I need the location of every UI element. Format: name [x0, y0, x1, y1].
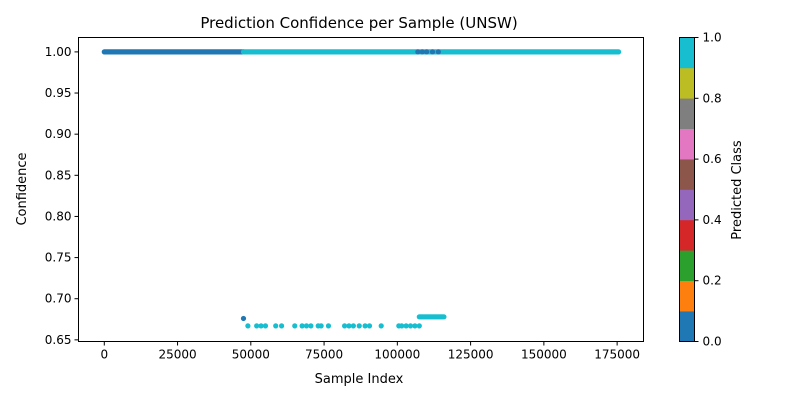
- plot-frame: [78, 37, 644, 342]
- colorbar-segment: [679, 219, 695, 251]
- scatter-point: [407, 323, 414, 329]
- scatter-point: [245, 323, 251, 329]
- colorbar-tick-label: 0.4: [703, 213, 722, 227]
- x-axis-label: Sample Index: [315, 372, 404, 387]
- scatter-band-class-0: [101, 49, 247, 55]
- colorbar-segment: [679, 311, 695, 342]
- y-tick-label: 0.95: [45, 86, 72, 100]
- y-tick-label: 0.80: [45, 209, 72, 223]
- scatter-point: [278, 323, 285, 329]
- x-tick-label: 100000: [374, 348, 420, 362]
- scatter-point: [258, 323, 264, 329]
- scatter-point: [399, 323, 405, 329]
- scatter-point: [378, 323, 384, 329]
- x-tick-label: 25000: [158, 348, 196, 362]
- scatter-point: [254, 323, 260, 329]
- y-axis-label: Confidence: [15, 152, 30, 225]
- scatter-point: [350, 323, 356, 329]
- y-tick-label: 0.90: [45, 127, 72, 141]
- scatter-point: [356, 323, 362, 329]
- x-tick-label: 50000: [232, 348, 270, 362]
- colorbar-tick-label: 0.2: [703, 274, 722, 288]
- colorbar-segment: [679, 250, 695, 281]
- y-axis: 0.65 0.70 0.75 0.80 0.85 0.90 0.95 1.00: [45, 45, 79, 347]
- scatter-point: [318, 323, 324, 329]
- scatter-point: [303, 323, 310, 329]
- scatter-point: [325, 323, 332, 329]
- colorbar-segment: [679, 128, 695, 160]
- y-tick-label: 0.65: [45, 333, 72, 347]
- colorbar-segment: [679, 98, 695, 129]
- scatter-point: [412, 323, 418, 329]
- scatter-point: [416, 323, 422, 329]
- scatter-point: [308, 323, 314, 329]
- chart-title: Prediction Confidence per Sample (UNSW): [200, 14, 517, 32]
- scatter-point: [403, 323, 409, 329]
- x-tick-label: 125000: [448, 348, 494, 362]
- colorbar-segment: [679, 159, 695, 190]
- plot-area: [101, 49, 622, 329]
- colorbar-segment: [679, 37, 695, 69]
- x-tick-label: 175000: [594, 348, 640, 362]
- y-tick-label: 0.75: [45, 251, 72, 265]
- y-tick-label: 0.85: [45, 168, 72, 182]
- scatter-point: [346, 323, 352, 329]
- scatter-point: [240, 315, 247, 322]
- scatter-point: [441, 314, 447, 320]
- colorbar: [679, 37, 695, 342]
- colorbar-segment: [679, 189, 695, 221]
- scatter-point: [292, 323, 298, 329]
- colorbar-label: Predicted Class: [730, 140, 745, 240]
- colorbar-axis: 0.0 0.2 0.4 0.6 0.8 1.0: [694, 31, 722, 349]
- scatter-point: [415, 49, 421, 55]
- x-tick-label: 150000: [521, 348, 567, 362]
- colorbar-tick-label: 0.8: [703, 91, 722, 105]
- x-tick-label: 75000: [305, 348, 343, 362]
- scatter-point: [299, 323, 305, 329]
- scatter-point: [273, 323, 279, 329]
- colorbar-tick-label: 0.0: [703, 335, 722, 349]
- scatter-point: [435, 49, 441, 55]
- x-tick-label: 0: [100, 348, 108, 362]
- scatter-point: [429, 49, 436, 55]
- scatter-point: [362, 323, 368, 329]
- y-tick-label: 0.70: [45, 292, 72, 306]
- scatter-point: [262, 323, 269, 329]
- colorbar-tick-label: 0.6: [703, 152, 722, 166]
- colorbar-segment: [679, 67, 695, 99]
- y-tick-label: 1.00: [45, 45, 72, 59]
- colorbar-frame: [679, 37, 695, 342]
- colorbar-segment: [679, 280, 695, 312]
- scatter-point: [424, 49, 430, 55]
- scatter-point: [419, 49, 425, 55]
- scatter-point: [341, 323, 348, 329]
- x-axis: 0 25000 50000 75000 100000 125000 150000 175000: [100, 341, 640, 362]
- scatter-point: [366, 323, 373, 329]
- colorbar-tick-label: 1.0: [703, 31, 722, 45]
